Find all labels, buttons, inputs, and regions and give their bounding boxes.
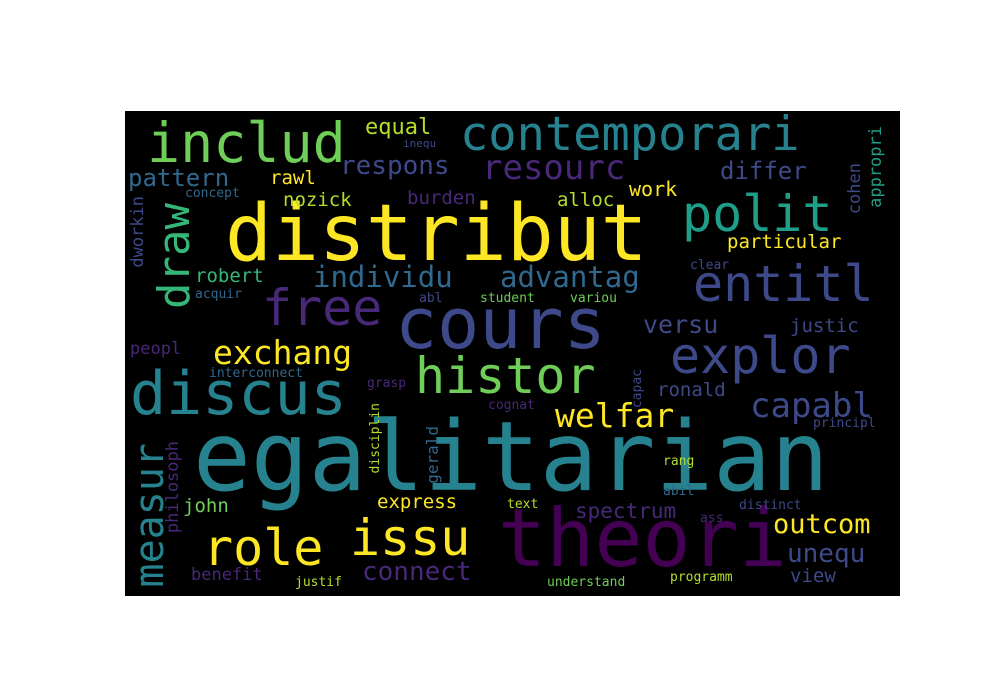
word-advantag: advantag <box>500 260 640 294</box>
word-capabl: capabl <box>750 386 873 426</box>
word-differ: differ <box>720 157 807 185</box>
word-programm: programm <box>670 570 733 585</box>
word-includ: includ <box>147 111 346 175</box>
word-justif: justif <box>295 575 342 590</box>
word-student: student <box>480 291 535 306</box>
word-justic: justic <box>790 315 859 337</box>
word-understand: understand <box>547 575 626 590</box>
word-particular: particular <box>727 231 842 253</box>
word-welfar: welfar <box>555 396 675 435</box>
word-histor: histor <box>415 347 596 405</box>
word-versu: versu <box>643 310 719 339</box>
word-capac: capac <box>630 369 645 409</box>
word-pattern: pattern <box>128 164 230 192</box>
word-issu: issu <box>350 509 471 567</box>
word-robert: robert <box>195 265 264 287</box>
word-equal: equal <box>365 115 432 140</box>
word-distribut: distribut <box>225 189 648 279</box>
word-individu: individu <box>313 260 453 294</box>
word-role: role <box>203 519 324 577</box>
word-explor: explor <box>670 327 851 385</box>
word-egalitarian: egalitarian <box>193 401 829 513</box>
word-draw: draw <box>149 203 200 309</box>
word-alloc: alloc <box>557 189 615 211</box>
word-inequ: inequ <box>403 137 437 150</box>
word-text: text <box>507 497 539 512</box>
word-outcom: outcom <box>773 509 871 540</box>
word-cloud: egalitarian distribut theori cours discu… <box>125 111 900 596</box>
word-cognat: cognat <box>488 398 535 413</box>
word-discus: discus <box>130 359 347 429</box>
word-appropri: appropri <box>866 126 886 208</box>
word-resourc: resourc <box>482 148 626 188</box>
word-nozick: nozick <box>283 189 352 211</box>
word-grasp: grasp <box>367 376 407 391</box>
word-benefit: benefit <box>191 565 263 585</box>
word-work: work <box>629 177 678 201</box>
word-rang: rang <box>663 454 695 469</box>
word-polit: polit <box>682 185 833 243</box>
word-burden: burden <box>407 187 476 209</box>
word-interconnect: interconnect <box>209 366 303 381</box>
word-john: john <box>183 495 229 517</box>
word-clear: clear <box>690 258 730 273</box>
word-unequ: unequ <box>787 539 866 569</box>
word-entitl: entitl <box>693 255 874 313</box>
word-distinct: distinct <box>739 498 802 513</box>
word-express: express <box>377 491 458 513</box>
word-abil: abil <box>663 484 695 499</box>
word-contemporari: contemporari <box>460 111 800 162</box>
word-principl: principl <box>813 416 876 431</box>
word-disciplin: disciplin <box>368 403 383 474</box>
word-abl: abl <box>419 291 443 306</box>
word-connect: connect <box>362 557 472 587</box>
word-philosoph: philosoph <box>163 441 183 534</box>
word-peopl: peopl <box>130 339 182 359</box>
word-respons: respons <box>340 151 450 181</box>
word-dworkin: dworkin <box>128 196 148 268</box>
word-acquir: acquir <box>195 287 242 302</box>
word-gerald: gerald <box>423 426 442 484</box>
word-view: view <box>790 565 836 587</box>
word-spectrum: spectrum <box>575 499 677 523</box>
word-concept: concept <box>185 186 240 201</box>
word-ronald: ronald <box>657 379 726 401</box>
word-cohen: cohen <box>845 163 865 215</box>
word-rawl: rawl <box>270 167 316 189</box>
word-ass: ass <box>700 511 724 526</box>
word-cours: cours <box>395 283 606 365</box>
word-variou: variou <box>570 291 617 306</box>
word-exchang: exchang <box>213 333 353 372</box>
word-free: free <box>262 279 383 337</box>
word-theori: theori <box>498 492 787 585</box>
